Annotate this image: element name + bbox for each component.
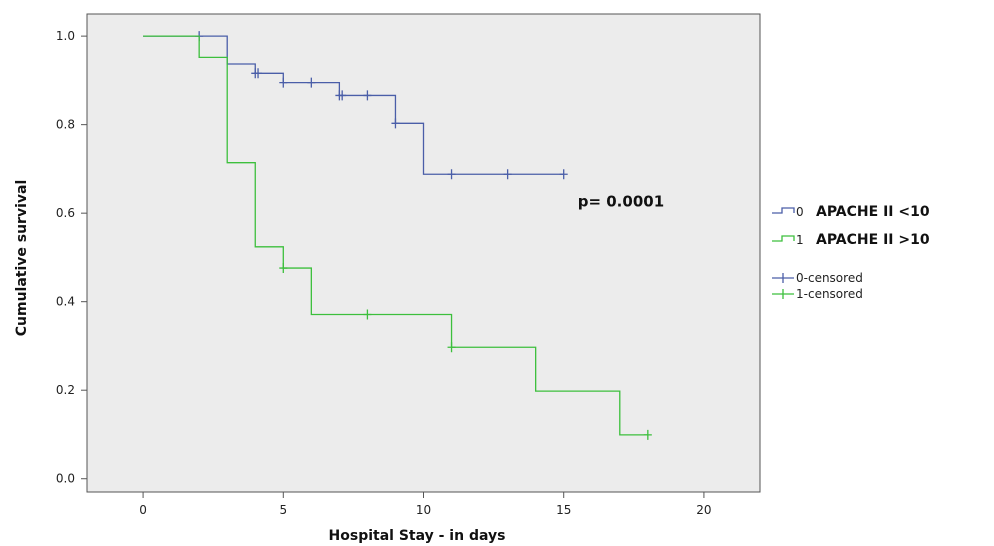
x-tick-label: 10: [416, 503, 431, 517]
series-0-censor-mark: [559, 169, 568, 180]
legend-label-1: APACHE II >10: [816, 232, 930, 248]
y-tick-label: 0.4: [56, 295, 75, 309]
series-1-censor-mark: [363, 309, 372, 320]
y-tick-label: 0.0: [56, 472, 75, 486]
y-tick-label: 0.8: [56, 118, 75, 132]
legend-censored-label: 1-censored: [796, 287, 863, 301]
legend-swatch-1: [772, 235, 795, 242]
x-tick-label: 0: [139, 503, 147, 517]
legend: 0 APACHE II <10 1 APACHE II >10 0-censored 1-…: [772, 204, 930, 301]
series-1-censor-mark: [279, 263, 288, 274]
series-0-censor-mark: [447, 169, 456, 180]
plot-area: [86, 13, 761, 493]
y-tick-label: 0.6: [56, 206, 75, 220]
x-tick-label: 15: [556, 503, 571, 517]
series-0-censor-mark: [503, 169, 512, 180]
y-axis: 0.0 0.2 0.4 0.6 0.8 1.0: [56, 29, 87, 486]
legend-label-0: APACHE II <10: [816, 204, 930, 220]
x-axis: 0 5 10 15 20: [139, 492, 712, 517]
y-tick-label: 1.0: [56, 29, 75, 43]
series-1-curve: [143, 35, 648, 436]
series-0-censor-mark: [307, 77, 316, 88]
series-0-censor-mark: [279, 77, 288, 88]
legend-censored-label: 0-censored: [796, 271, 863, 285]
series-layer: [143, 31, 652, 440]
y-axis-title: Cumulative survival: [14, 180, 30, 337]
series-0-censor-mark: [363, 90, 372, 101]
x-axis-title: Hospital Stay - in days: [329, 528, 506, 544]
y-tick-label: 0.2: [56, 383, 75, 397]
series-0-censor-mark: [254, 68, 263, 79]
series-1-censor-mark: [447, 342, 456, 353]
legend-code-1: 1: [796, 233, 804, 247]
legend-swatch-0: [772, 207, 795, 214]
x-tick-label: 5: [279, 503, 287, 517]
series-0-censor-mark: [391, 118, 400, 129]
x-tick-label: 20: [696, 503, 711, 517]
legend-code-0: 0: [796, 205, 804, 219]
p-value-annotation: p= 0.0001: [578, 193, 664, 211]
series-0-censor-mark: [338, 90, 347, 101]
series-1-censor-mark: [643, 429, 652, 440]
